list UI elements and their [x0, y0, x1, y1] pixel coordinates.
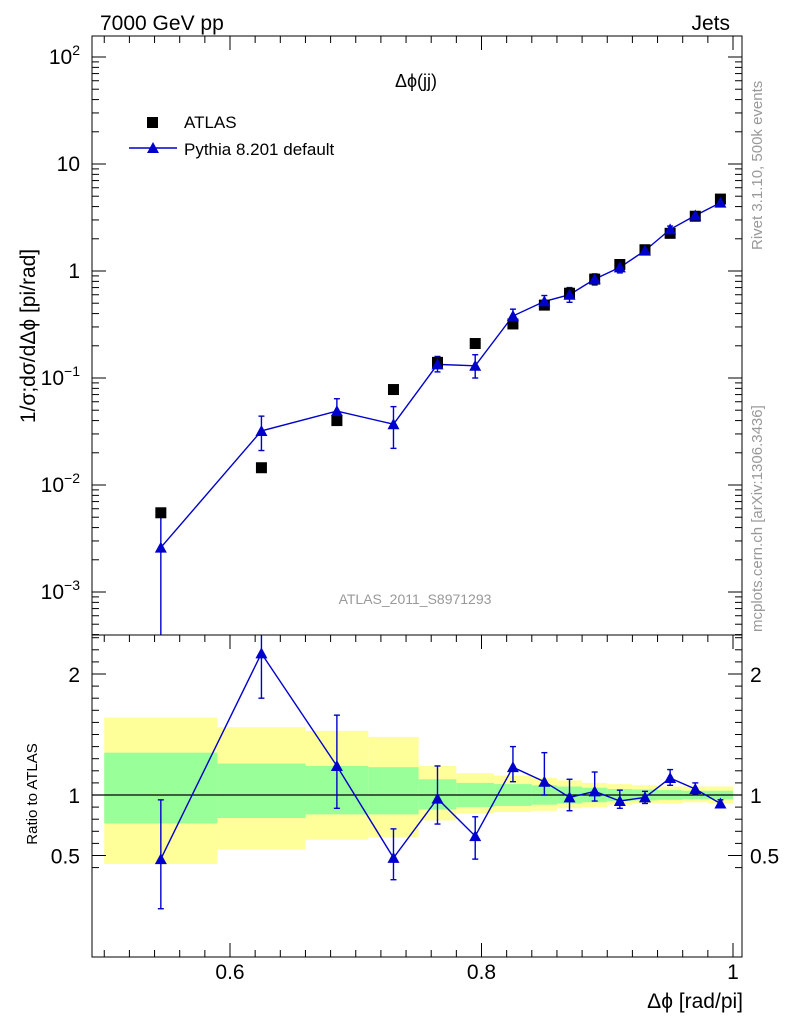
header-right: Jets: [691, 12, 730, 35]
mc-point: [563, 288, 576, 300]
atlas-point: [255, 462, 267, 474]
mc-point: [431, 358, 444, 370]
header-left: 7000 GeV pp: [100, 12, 224, 35]
y-tick-label: 10−1: [41, 363, 81, 390]
ratio-mc-point: [689, 782, 702, 794]
y-tick-label: 10−2: [41, 470, 81, 497]
plot-title: Δϕ(jj): [395, 71, 437, 91]
ratio-mc-point: [613, 795, 626, 807]
atlas-point: [387, 384, 399, 396]
ratio-mc-point: [664, 772, 677, 784]
ratio-marks: [92, 635, 742, 910]
mc-point: [538, 295, 551, 307]
mc-point: [469, 359, 482, 371]
ratio-mc-point: [538, 775, 551, 787]
x-tick-label: 0.8: [467, 961, 496, 984]
legend-atlas-label: ATLAS: [184, 113, 237, 132]
x-axis-label: Δϕ [rad/pi]: [647, 990, 743, 1013]
ratio-mc-point: [638, 791, 651, 803]
atlas-point: [155, 507, 167, 519]
ratio-mc-point: [330, 759, 343, 771]
mc-point: [613, 261, 626, 273]
mc-point: [664, 223, 677, 235]
main-y-axis-label: 1/σ;dσ/dΔϕ [pi/rad]: [17, 249, 40, 423]
ratio-mc-point: [387, 851, 400, 863]
ratio-axes: 0.5 0.5 1 1 2 2 0.6 0.8 1: [51, 36, 779, 984]
mc-line: [160, 202, 721, 549]
main-marks: [154, 193, 727, 635]
atlas-point: [331, 415, 343, 427]
ratio-mc-point: [714, 797, 727, 809]
ratio-mc-point: [588, 785, 601, 797]
legend-mc-label: Pythia 8.201 default: [184, 140, 335, 159]
ratio-mc-point: [563, 791, 576, 803]
mc-point: [588, 273, 601, 285]
analysis-watermark: ATLAS_2011_S8971293: [339, 591, 492, 607]
mc-point: [714, 196, 727, 208]
ratio-mc-point: [255, 647, 268, 659]
rivet-label: Rivet 3.1.10, 500k events: [749, 81, 766, 250]
x-tick-label: 0.6: [215, 961, 244, 984]
ratio-y-tick-label-left: 2: [68, 664, 80, 687]
mc-point: [154, 541, 167, 553]
ratio-mc-point: [506, 761, 519, 773]
mc-point: [330, 405, 343, 417]
mc-point: [255, 424, 268, 436]
mc-point: [638, 244, 651, 256]
x-tick-label: 1: [727, 961, 739, 984]
ratio-mc-point: [431, 792, 444, 804]
ratio-y-tick-label-right: 2: [750, 664, 762, 687]
ratio-panel: 0.5 0.5 1 1 2 2 0.6 0.8 1 Ratio to ATLAS Δϕ [rad…: [24, 36, 779, 1013]
legend-atlas-marker: [147, 117, 158, 128]
mcplots-label: mcplots.cern.ch [arXiv:1306.3436]: [749, 405, 766, 632]
atlas-point: [469, 338, 481, 350]
y-tick-label: 1: [68, 260, 80, 283]
mc-point: [506, 309, 519, 321]
y-tick-label: 102: [49, 42, 80, 69]
main-y-axis: 10−3 10−2 10−1 1 10 102: [41, 42, 742, 636]
legend: ATLAS Pythia 8.201 default: [129, 113, 335, 159]
band-inner: [217, 763, 306, 818]
mc-point: [387, 418, 400, 430]
y-tick-label: 10−3: [41, 577, 81, 604]
ratio-y-tick-label-right: 0.5: [750, 846, 779, 869]
band-inner: [368, 767, 419, 815]
ratio-mc-point: [469, 830, 482, 842]
ratio-frame: [91, 634, 743, 958]
ratio-y-tick-label-right: 1: [750, 785, 762, 808]
ratio-bands: [104, 717, 733, 864]
legend-mc-marker: [147, 142, 159, 153]
ratio-mc-point: [154, 853, 167, 865]
ratio-y-axis-label: Ratio to ATLAS: [24, 743, 41, 844]
ratio-y-tick-label-left: 0.5: [51, 846, 80, 869]
ratio-y-tick-label-left: 1: [68, 785, 80, 808]
y-tick-label: 10: [57, 153, 80, 176]
mc-point: [689, 209, 702, 221]
atlas-point: [507, 318, 519, 330]
main-panel: 10−3 10−2 10−1 1 10 102 Δϕ(jj) ATLAS_2011_S89…: [17, 35, 743, 636]
